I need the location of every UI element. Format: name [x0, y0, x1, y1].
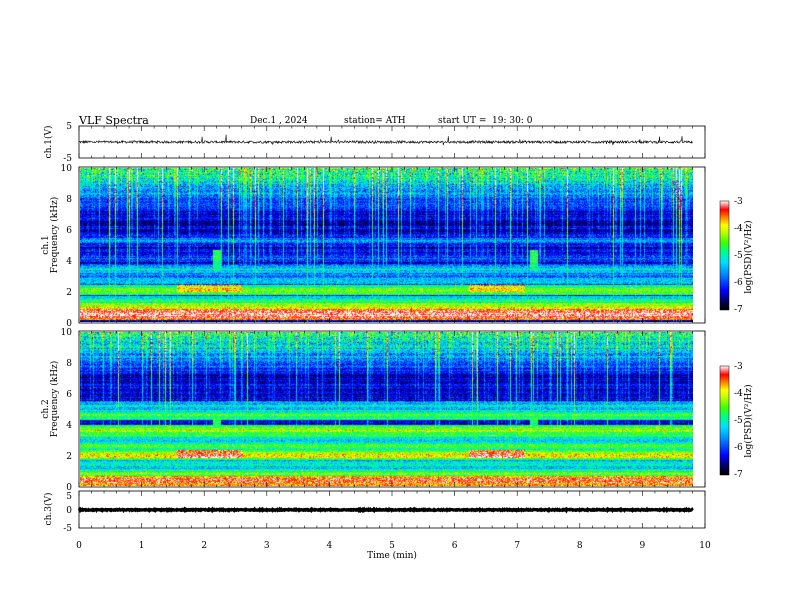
- ch1-waveform-ylabel: ch.1(V): [43, 126, 54, 159]
- time-axis-ticks: [78, 126, 706, 528]
- ch1-waveform-panel: 5 -5 ch.1(V): [43, 122, 706, 164]
- ch1-colorbar-label: log(PSD)(V²/Hz): [743, 220, 754, 293]
- time-axis-labels: 0 1 2 3 4 5 6 7 8 9 10: [76, 541, 711, 551]
- ch3-waveform-trace: [77, 506, 694, 514]
- xtick-label-8: 8: [577, 541, 583, 551]
- ch2-cb-tick-3: -3: [734, 362, 743, 372]
- time-axis-label: Time (min): [367, 550, 417, 561]
- ch2-ytick-4: 4: [66, 421, 72, 431]
- ch2-colorbar-label: log(PSD)(V²/Hz): [743, 384, 754, 457]
- ch1-cb-tick-5: -5: [734, 251, 743, 261]
- ch2-cb-tick-7: -7: [734, 470, 743, 480]
- header-date: Dec.1 , 2024: [250, 116, 308, 126]
- ch1-spectrogram-ylabel-channel: ch.1: [41, 235, 51, 254]
- ch2-spectrogram-image: [80, 332, 693, 486]
- ch1-spectrogram-ylabel-freq: Frequency (kHz): [49, 197, 60, 274]
- xtick-label-0: 0: [76, 541, 82, 551]
- ch1-cb-tick-7: -7: [734, 305, 743, 315]
- ch1-ytick-top: 5: [66, 122, 72, 132]
- ch2-colorbar: -3 -4 -5 -6 -7 log(PSD)(V²/Hz): [719, 362, 754, 480]
- ch1-cb-tick-4: -4: [734, 224, 743, 234]
- ch2-ytick-8: 8: [66, 359, 72, 369]
- ch1-waveform-trace: [78, 134, 693, 146]
- ch3-waveform-panel: 5 0 -5 ch.3(V): [43, 490, 706, 534]
- ch2-spectrogram-panel: 0 2 4 6 8 10 ch.2 Frequency (kHz): [41, 328, 706, 493]
- ch3-ytick-top: 5: [66, 492, 72, 502]
- ch3-ytick-bottom: -5: [63, 524, 72, 534]
- xtick-label-4: 4: [327, 541, 333, 551]
- ch3-ytick-mid: 0: [66, 506, 72, 516]
- header-station: station= ATH: [344, 116, 406, 126]
- xtick-label-7: 7: [514, 541, 520, 551]
- figure-title: VLF Spectra: [78, 114, 149, 127]
- ch2-ytick-2: 2: [66, 452, 72, 462]
- ch1-colorbar-gradient: [719, 200, 730, 311]
- ch1-cb-tick-3: -3: [734, 197, 743, 207]
- xtick-label-2: 2: [201, 541, 207, 551]
- xtick-label-6: 6: [452, 541, 458, 551]
- header-start-label: start UT =: [438, 116, 486, 126]
- ch1-spectrogram-image: [80, 168, 693, 322]
- ch2-ytick-10: 10: [61, 328, 73, 338]
- ch1-ytick-4: 4: [66, 257, 72, 267]
- ch3-waveform-ylabel: ch.3(V): [43, 493, 54, 526]
- ch1-colorbar: -3 -4 -5 -6 -7 log(PSD)(V²/Hz): [719, 197, 754, 315]
- xtick-label-10: 10: [699, 541, 711, 551]
- ch2-spectrogram-ylabel-freq: Frequency (kHz): [49, 361, 60, 438]
- ch1-ytick-6: 6: [66, 226, 72, 236]
- ch2-spectrogram-ylabel-channel: ch.2: [41, 399, 51, 418]
- header-start-time: 19: 30: 0: [492, 116, 533, 126]
- ch1-spectrogram-panel: 0 2 4 6 8 10 ch.1 Frequency (kHz): [41, 164, 706, 329]
- xtick-label-5: 5: [389, 541, 395, 551]
- ch2-cb-tick-6: -6: [734, 443, 743, 453]
- ch1-ytick-8: 8: [66, 195, 72, 205]
- ch1-ytick-bottom: -5: [63, 154, 72, 164]
- xtick-label-9: 9: [640, 541, 646, 551]
- ch2-ytick-0: 0: [66, 483, 72, 493]
- ch1-ytick-10: 10: [61, 164, 73, 174]
- ch1-ytick-2: 2: [66, 288, 72, 298]
- xtick-label-3: 3: [264, 541, 270, 551]
- ch1-cb-tick-6: -6: [734, 278, 743, 288]
- ch2-colorbar-gradient: [719, 365, 730, 476]
- ch2-cb-tick-5: -5: [734, 416, 743, 426]
- xtick-label-1: 1: [139, 541, 145, 551]
- ch2-ytick-6: 6: [66, 390, 72, 400]
- ch2-cb-tick-4: -4: [734, 389, 743, 399]
- ch2-spectrogram-yticks: 0 2 4 6 8 10: [61, 328, 73, 493]
- ch1-ytick-0: 0: [66, 319, 72, 329]
- ch1-spectrogram-yticks: 0 2 4 6 8 10: [61, 164, 73, 329]
